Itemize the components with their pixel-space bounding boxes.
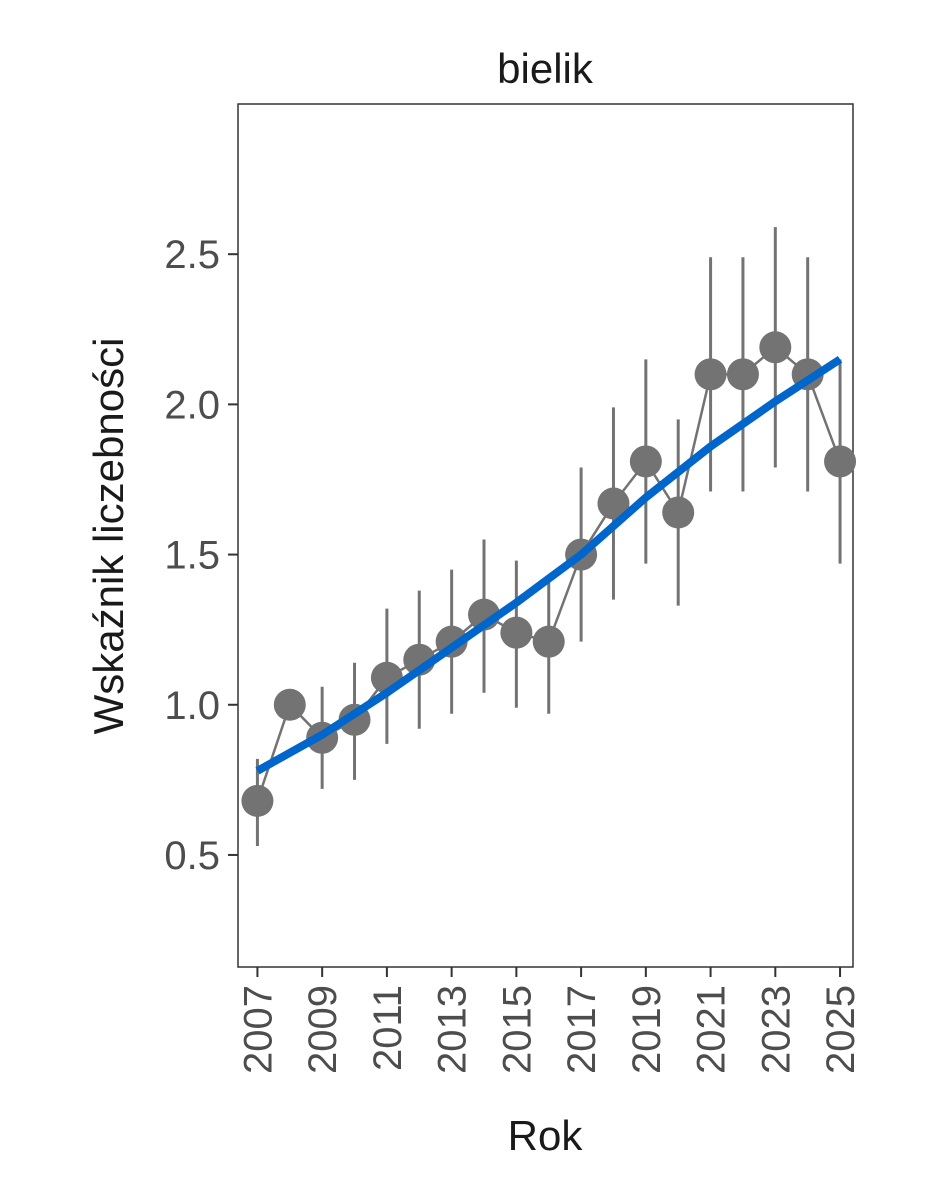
y-axis: 0.5 1.0 1.5 2.0 2.5 — [164, 233, 238, 878]
x-tick-label: 2015 — [495, 985, 539, 1074]
data-point — [824, 445, 857, 478]
chart-title: bielik — [497, 45, 594, 92]
y-tick-label: 1.0 — [164, 684, 220, 728]
y-tick-label: 2.0 — [164, 383, 220, 427]
x-axis-label: Rok — [508, 1112, 584, 1159]
data-point — [500, 616, 533, 649]
data-point — [273, 688, 306, 721]
y-axis-label: Wskaźnik liczebności — [85, 338, 132, 735]
y-tick-label: 1.5 — [164, 534, 220, 578]
data-point — [759, 331, 792, 364]
trend-line — [255, 355, 843, 775]
x-tick-label: 2021 — [690, 985, 734, 1074]
data-point — [241, 784, 274, 817]
data-point — [629, 445, 662, 478]
x-tick-label: 2011 — [366, 985, 410, 1071]
data-point — [694, 358, 727, 391]
data-point — [597, 487, 630, 520]
x-tick-label: 2007 — [236, 985, 280, 1074]
x-tick-label: 2023 — [754, 985, 798, 1074]
data-point — [662, 496, 695, 529]
x-tick-label: 2017 — [560, 985, 604, 1074]
x-tick-label: 2013 — [431, 985, 475, 1074]
x-tick-label: 2009 — [301, 985, 345, 1074]
plot-panel — [237, 103, 854, 968]
y-tick-label: 2.5 — [164, 233, 220, 277]
data-point — [532, 625, 565, 658]
x-tick-label: 2025 — [819, 985, 863, 1074]
x-tick-label: 2019 — [625, 985, 669, 1074]
plot-marks — [241, 227, 857, 846]
data-point — [726, 358, 759, 391]
x-axis: 2007 2009 2011 2013 2015 2017 2019 2021 2023 2025 — [236, 967, 863, 1074]
y-tick-label: 0.5 — [164, 834, 220, 878]
